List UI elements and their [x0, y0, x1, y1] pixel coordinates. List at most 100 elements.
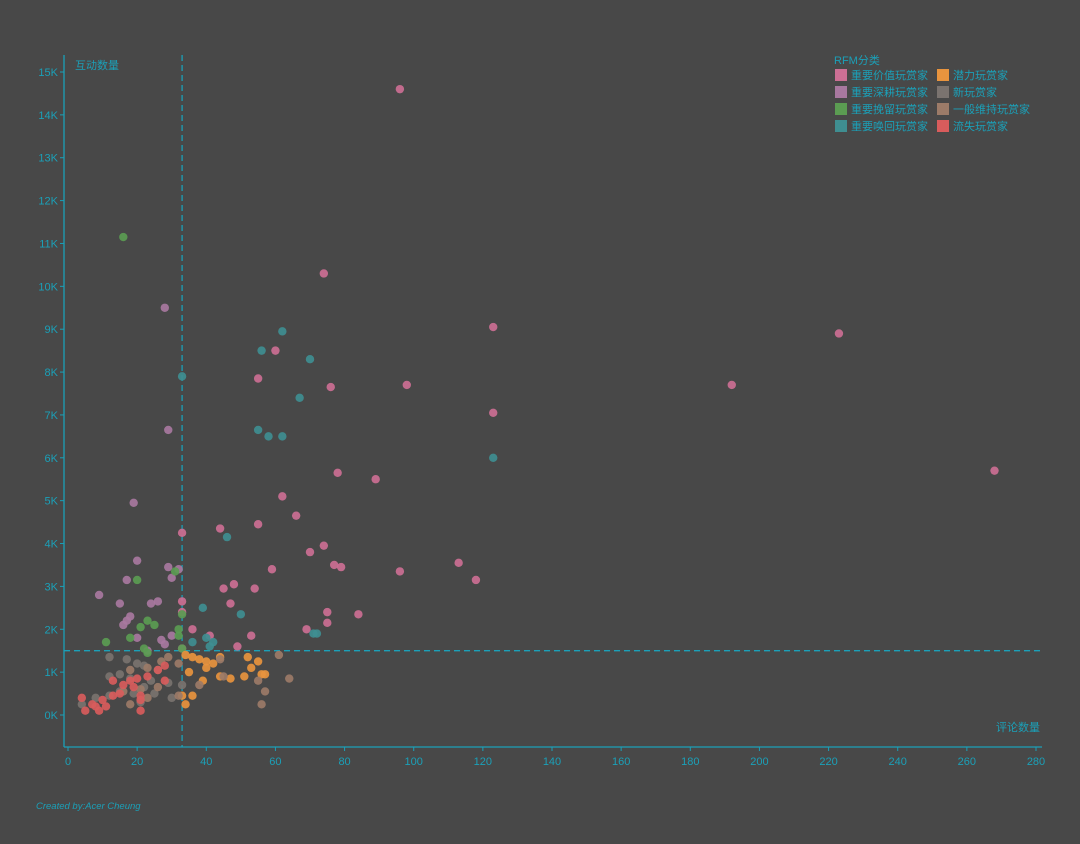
- data-point[interactable]: [88, 700, 97, 709]
- data-point[interactable]: [143, 663, 152, 673]
- data-point[interactable]: [136, 685, 145, 694]
- data-point[interactable]: [319, 541, 329, 550]
- data-point[interactable]: [160, 303, 169, 312]
- data-point[interactable]: [215, 655, 225, 664]
- data-point[interactable]: [101, 637, 111, 647]
- data-point[interactable]: [174, 625, 183, 634]
- data-point[interactable]: [119, 232, 128, 242]
- data-point[interactable]: [126, 665, 135, 675]
- data-point[interactable]: [132, 575, 142, 585]
- data-point[interactable]: [153, 682, 163, 692]
- data-point[interactable]: [260, 687, 270, 696]
- data-point[interactable]: [489, 453, 498, 462]
- data-point[interactable]: [240, 672, 249, 681]
- data-point[interactable]: [108, 676, 118, 685]
- legend-item[interactable]: 重要挽留玩赏家: [835, 102, 928, 116]
- data-point[interactable]: [247, 663, 256, 673]
- data-point[interactable]: [278, 432, 287, 441]
- data-point[interactable]: [233, 642, 242, 651]
- legend-item[interactable]: 流失玩赏家: [937, 119, 1008, 133]
- data-point[interactable]: [371, 475, 380, 484]
- data-point[interactable]: [264, 432, 273, 441]
- data-point[interactable]: [164, 425, 173, 435]
- data-point[interactable]: [305, 355, 315, 364]
- data-point[interactable]: [274, 650, 284, 660]
- data-point[interactable]: [253, 374, 263, 383]
- data-point[interactable]: [336, 562, 346, 572]
- data-point[interactable]: [153, 597, 163, 606]
- data-point[interactable]: [395, 84, 405, 94]
- data-point[interactable]: [226, 599, 235, 608]
- data-point[interactable]: [202, 657, 211, 666]
- data-point[interactable]: [167, 631, 176, 640]
- data-point[interactable]: [174, 631, 183, 640]
- data-point[interactable]: [205, 642, 214, 651]
- data-point[interactable]: [278, 327, 287, 336]
- data-point[interactable]: [129, 498, 138, 508]
- data-point[interactable]: [309, 629, 318, 638]
- data-point[interactable]: [323, 607, 332, 617]
- data-point[interactable]: [170, 567, 180, 576]
- data-point[interactable]: [122, 655, 131, 664]
- data-point[interactable]: [253, 520, 263, 529]
- data-point[interactable]: [489, 408, 498, 417]
- data-point[interactable]: [126, 676, 135, 685]
- data-point[interactable]: [202, 633, 211, 643]
- data-point[interactable]: [267, 565, 277, 574]
- data-point[interactable]: [132, 659, 142, 668]
- data-point[interactable]: [143, 672, 152, 681]
- data-point[interactable]: [489, 322, 498, 332]
- legend-item[interactable]: 重要深耕玩赏家: [835, 85, 928, 99]
- data-point[interactable]: [257, 346, 266, 355]
- data-point[interactable]: [160, 661, 169, 670]
- data-point[interactable]: [143, 693, 152, 703]
- data-point[interactable]: [129, 689, 138, 698]
- data-point[interactable]: [226, 674, 235, 683]
- data-point[interactable]: [188, 625, 197, 634]
- data-point[interactable]: [94, 590, 104, 600]
- data-point[interactable]: [454, 558, 463, 568]
- data-point[interactable]: [122, 575, 131, 585]
- data-point[interactable]: [184, 667, 194, 677]
- data-point[interactable]: [181, 700, 190, 709]
- data-point[interactable]: [98, 695, 107, 705]
- data-point[interactable]: [143, 648, 152, 658]
- data-point[interactable]: [291, 511, 301, 520]
- data-point[interactable]: [126, 633, 135, 643]
- data-point[interactable]: [115, 670, 125, 679]
- data-point[interactable]: [990, 466, 999, 475]
- data-point[interactable]: [271, 346, 280, 355]
- data-point[interactable]: [326, 382, 335, 392]
- data-point[interactable]: [250, 584, 259, 593]
- data-point[interactable]: [236, 610, 246, 619]
- data-point[interactable]: [188, 637, 197, 647]
- data-point[interactable]: [295, 393, 304, 402]
- data-point[interactable]: [188, 652, 197, 662]
- data-point[interactable]: [181, 650, 190, 660]
- data-point[interactable]: [132, 633, 142, 643]
- data-point[interactable]: [219, 584, 228, 593]
- data-point[interactable]: [136, 695, 145, 705]
- data-point[interactable]: [167, 573, 176, 583]
- legend-item[interactable]: 一般维持玩赏家: [937, 102, 1030, 116]
- data-point[interactable]: [160, 640, 169, 649]
- data-point[interactable]: [164, 562, 173, 572]
- data-point[interactable]: [253, 676, 263, 685]
- data-point[interactable]: [834, 329, 844, 338]
- legend-item[interactable]: 重要价值玩赏家: [835, 68, 928, 82]
- data-point[interactable]: [115, 599, 125, 608]
- data-point[interactable]: [202, 663, 211, 673]
- data-point[interactable]: [219, 672, 228, 681]
- data-point[interactable]: [402, 380, 411, 390]
- data-point[interactable]: [333, 468, 342, 478]
- data-point[interactable]: [136, 622, 145, 632]
- data-point[interactable]: [177, 644, 187, 653]
- data-point[interactable]: [260, 670, 270, 679]
- data-point[interactable]: [115, 689, 125, 698]
- data-point[interactable]: [285, 674, 294, 683]
- data-point[interactable]: [143, 616, 152, 625]
- data-point[interactable]: [177, 680, 187, 690]
- data-point[interactable]: [253, 657, 263, 666]
- data-point[interactable]: [330, 560, 339, 570]
- data-point[interactable]: [188, 691, 197, 700]
